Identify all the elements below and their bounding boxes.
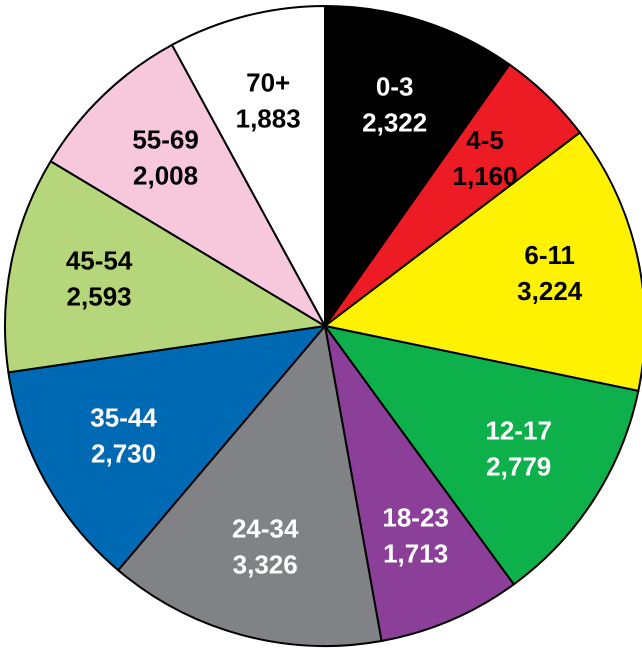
slice-value: 2,593	[67, 282, 132, 312]
slice-value: 3,326	[233, 549, 298, 579]
slice-category: 35-44	[90, 403, 157, 433]
slice-value: 1,160	[453, 161, 518, 191]
pie-slice	[322, 324, 640, 586]
slice-category: 18-23	[382, 503, 449, 533]
slice-value: 2,779	[486, 452, 551, 482]
slice-value: 2,730	[91, 439, 156, 469]
pie-slice	[170, 4, 326, 327]
slice-category: 6-11	[524, 240, 575, 270]
pie-slice	[116, 323, 383, 647]
slice-category: 4-5	[466, 125, 504, 155]
slice-value: 2,008	[133, 161, 198, 191]
slice-category: 12-17	[485, 416, 552, 446]
slice-category: 70+	[246, 68, 290, 98]
slice-category: 55-69	[132, 125, 199, 155]
slice-value: 2,322	[362, 107, 427, 137]
slice-value: 3,224	[517, 276, 583, 306]
pie-slice	[324, 4, 511, 330]
slice-value: 1,883	[236, 104, 301, 134]
pie-slice	[4, 159, 328, 374]
pie-slice	[324, 325, 516, 643]
slice-category: 0-3	[376, 71, 414, 101]
pie-slice	[49, 43, 328, 329]
pie-slice	[7, 324, 328, 572]
slice-value: 1,713	[383, 539, 448, 569]
pie-slice	[322, 131, 642, 393]
slice-category: 24-34	[232, 513, 299, 543]
slice-category: 45-54	[66, 246, 133, 276]
